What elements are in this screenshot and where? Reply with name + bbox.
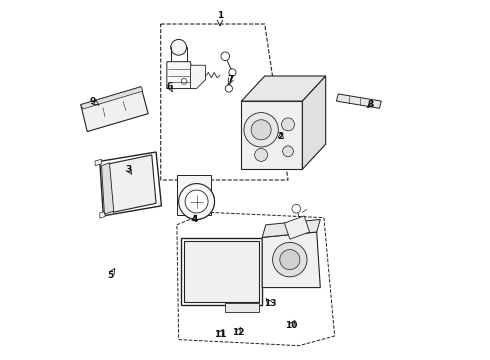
Text: 6: 6: [167, 82, 173, 91]
Circle shape: [185, 190, 208, 213]
Polygon shape: [167, 62, 195, 89]
Circle shape: [251, 120, 271, 140]
Polygon shape: [242, 101, 302, 169]
Polygon shape: [177, 175, 211, 215]
Polygon shape: [101, 163, 114, 214]
Text: 12: 12: [232, 328, 244, 337]
Circle shape: [292, 204, 300, 213]
Text: 11: 11: [214, 330, 226, 339]
Polygon shape: [81, 87, 143, 109]
Text: 4: 4: [192, 215, 198, 224]
Circle shape: [171, 40, 187, 55]
Text: 10: 10: [286, 321, 298, 330]
Circle shape: [185, 190, 208, 213]
Text: 8: 8: [368, 100, 374, 109]
Circle shape: [244, 113, 278, 147]
Text: 1: 1: [217, 10, 223, 19]
Polygon shape: [225, 303, 259, 312]
Polygon shape: [242, 76, 326, 101]
Polygon shape: [184, 241, 259, 302]
Polygon shape: [100, 212, 105, 218]
Polygon shape: [262, 220, 320, 237]
Polygon shape: [337, 94, 381, 108]
Text: 7: 7: [227, 75, 234, 84]
Circle shape: [255, 148, 268, 161]
Circle shape: [283, 146, 294, 157]
Circle shape: [282, 118, 294, 131]
Circle shape: [179, 184, 215, 220]
Circle shape: [221, 52, 230, 60]
Text: 9: 9: [89, 96, 96, 105]
Circle shape: [179, 184, 215, 220]
Polygon shape: [95, 159, 101, 166]
Polygon shape: [191, 65, 205, 89]
Polygon shape: [302, 76, 326, 169]
Circle shape: [272, 242, 307, 277]
Polygon shape: [262, 232, 320, 288]
Circle shape: [280, 249, 300, 270]
Text: 13: 13: [264, 299, 276, 308]
Circle shape: [225, 85, 232, 92]
Text: 5: 5: [107, 270, 114, 279]
Text: 2: 2: [278, 132, 284, 141]
Circle shape: [229, 69, 236, 76]
Polygon shape: [81, 87, 148, 132]
Polygon shape: [285, 216, 310, 239]
Polygon shape: [109, 155, 156, 212]
Text: 3: 3: [125, 165, 132, 174]
